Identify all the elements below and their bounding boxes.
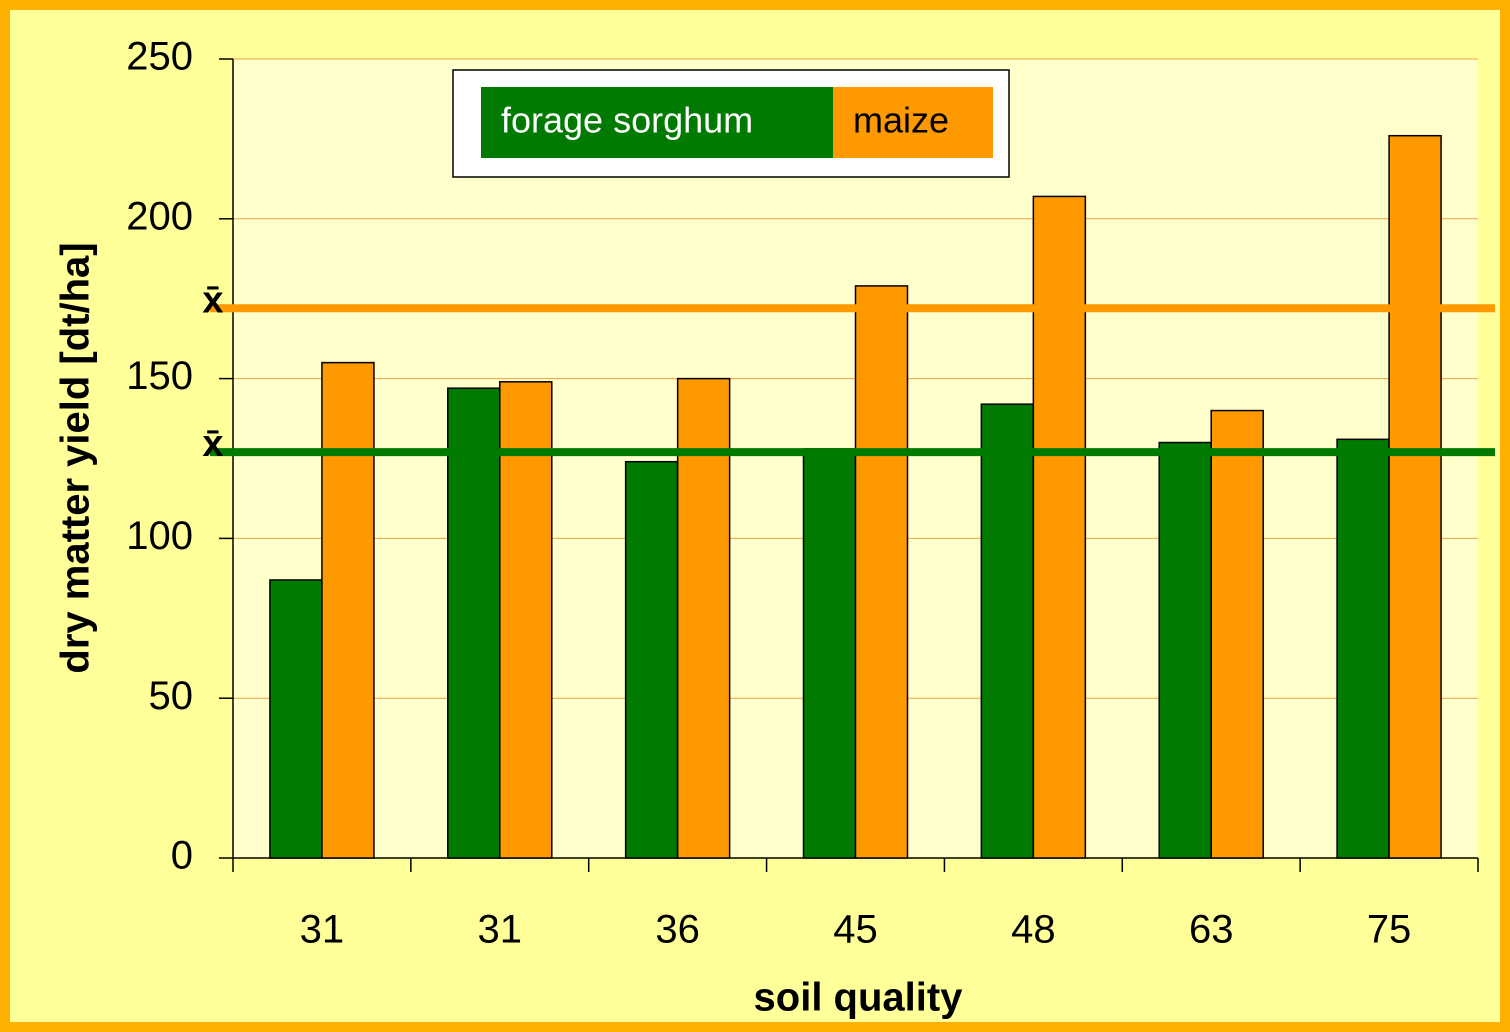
y-tick-label: 100 bbox=[126, 514, 193, 558]
y-tick-label: 50 bbox=[149, 674, 194, 718]
x-tick-label: 36 bbox=[655, 908, 700, 952]
x-tick-label: 31 bbox=[478, 908, 523, 952]
bar bbox=[269, 579, 323, 859]
bar bbox=[802, 448, 857, 859]
y-axis-label: dry matter yield [dt/ha] bbox=[54, 242, 98, 673]
legend-swatch bbox=[833, 87, 993, 158]
bar bbox=[1032, 195, 1087, 859]
y-tick-label: 150 bbox=[126, 354, 193, 398]
bar bbox=[676, 377, 731, 859]
x-axis-label: soil quality bbox=[754, 976, 964, 1020]
bar bbox=[499, 381, 553, 859]
bar bbox=[624, 460, 679, 859]
x-tick-label: 48 bbox=[1011, 908, 1056, 952]
bar bbox=[854, 285, 909, 859]
x-tick-label: 45 bbox=[833, 908, 878, 952]
x-tick-label: 63 bbox=[1189, 908, 1234, 952]
bar bbox=[447, 387, 501, 859]
bar bbox=[321, 361, 375, 859]
bar bbox=[1336, 438, 1390, 859]
y-tick-label: 0 bbox=[171, 834, 193, 878]
mean-label: x̄ bbox=[202, 279, 223, 321]
bar bbox=[1210, 409, 1264, 859]
legend: forage sorghum maize bbox=[452, 69, 1010, 178]
legend-swatch bbox=[481, 87, 833, 158]
legend-label: maize bbox=[853, 100, 949, 141]
y-tick-label: 200 bbox=[126, 194, 193, 238]
bar bbox=[980, 403, 1035, 859]
x-tick-label: 75 bbox=[1367, 908, 1412, 952]
x-tick-label: 31 bbox=[300, 908, 345, 952]
y-tick-label: 250 bbox=[126, 35, 193, 79]
mean-label: x̄ bbox=[202, 423, 223, 465]
bar bbox=[1388, 134, 1442, 859]
legend-label: forage sorghum bbox=[501, 100, 753, 141]
bar bbox=[1158, 441, 1212, 859]
